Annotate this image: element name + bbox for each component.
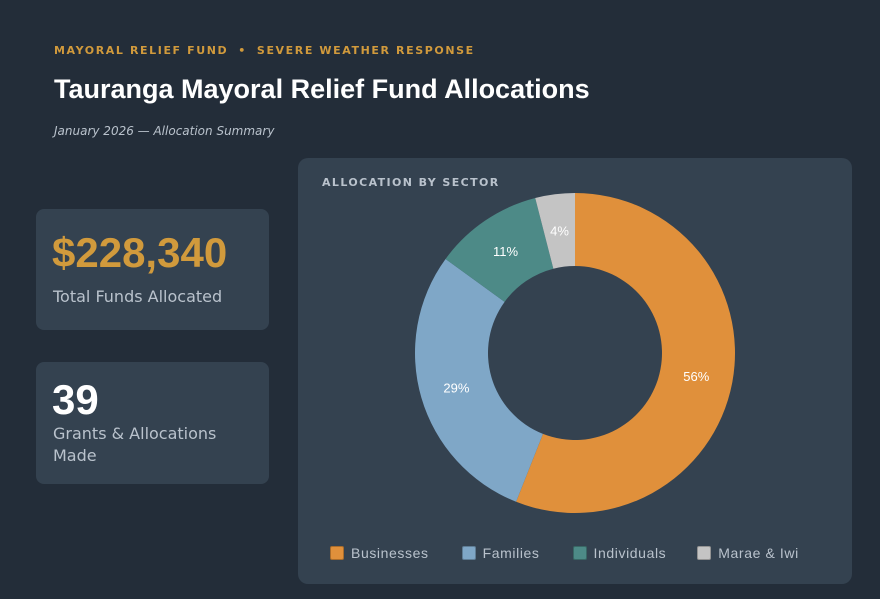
eyebrow: MAYORAL RELIEF FUND • SEVERE WEATHER RESPO… — [54, 44, 475, 57]
donut-slice-families — [414, 258, 543, 502]
grants-count-card: 39 Grants & Allocations Made — [36, 362, 269, 484]
chart-title: ALLOCATION BY SECTOR — [322, 176, 500, 189]
slice-label: 56% — [683, 369, 709, 384]
legend-label: Families — [482, 545, 540, 561]
donut-slice-individuals — [445, 198, 554, 302]
legend-swatch — [572, 546, 587, 560]
legend-item: Families — [461, 545, 540, 561]
eyebrow-right: SEVERE WEATHER RESPONSE — [256, 44, 475, 57]
donut-slice-marae-iwi — [535, 193, 575, 269]
slice-label: 29% — [443, 380, 469, 395]
chart-legend: Businesses Families Individuals Marae & Iwi — [330, 545, 799, 561]
allocation-chart-card: ALLOCATION BY SECTOR 56% 29% 11% 4% Busines… — [298, 158, 852, 584]
eyebrow-separator: • — [238, 44, 247, 57]
grants-count-value: 39 — [52, 376, 99, 423]
legend-swatch — [461, 546, 476, 560]
page-subtitle: January 2026 — Allocation Summary — [54, 124, 275, 138]
legend-label: Individuals — [593, 545, 667, 561]
page-title: Tauranga Mayoral Relief Fund Allocations — [54, 74, 590, 104]
legend-swatch — [697, 546, 712, 560]
total-funds-card: $228,340 Total Funds Allocated — [36, 209, 269, 330]
donut-slice-businesses — [516, 193, 735, 513]
total-funds-value: $228,340 — [52, 229, 228, 276]
legend-label: Businesses — [351, 545, 429, 561]
donut-chart: 56% 29% 11% 4% — [414, 193, 735, 513]
slice-label: 11% — [493, 244, 518, 259]
eyebrow-left: MAYORAL RELIEF FUND — [54, 44, 229, 57]
legend-item: Businesses — [330, 545, 429, 561]
legend-item: Marae & Iwi — [697, 545, 799, 561]
grants-count-label: Grants & Allocations Made — [53, 424, 217, 465]
slice-label: 4% — [550, 223, 569, 238]
total-funds-label: Total Funds Allocated — [53, 287, 223, 306]
legend-swatch — [330, 546, 344, 560]
legend-label: Marae & Iwi — [718, 545, 799, 561]
legend-item: Individuals — [572, 545, 667, 561]
